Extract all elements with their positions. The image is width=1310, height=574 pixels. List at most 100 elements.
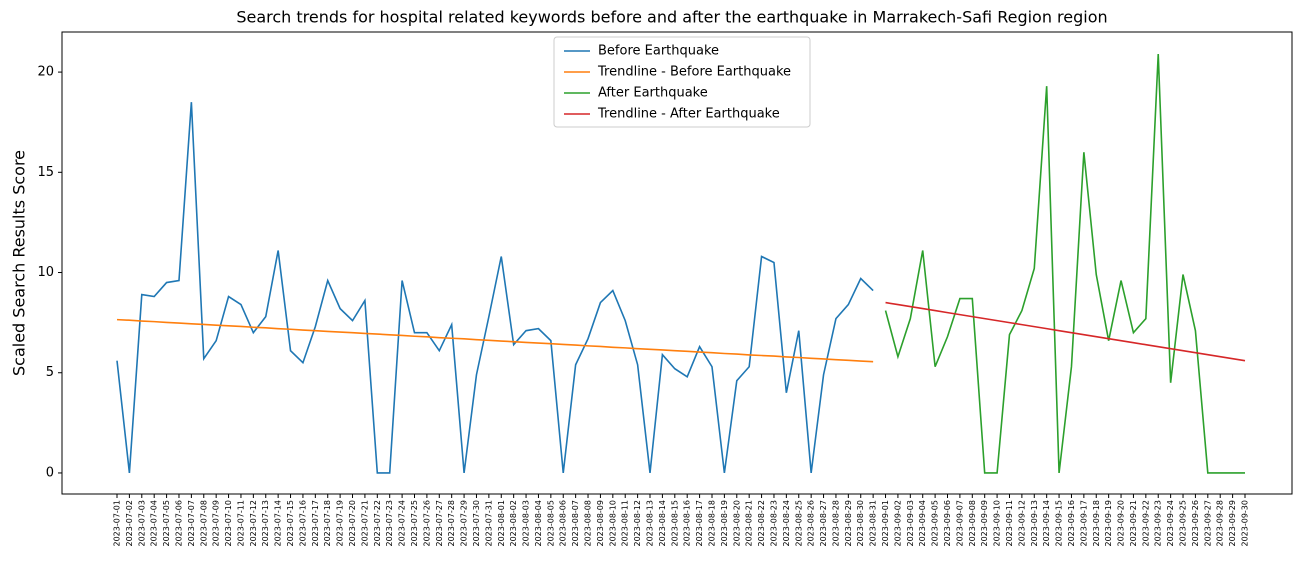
x-tick-label: 2023-09-12: [1017, 500, 1026, 547]
x-tick-label: 2023-07-06: [174, 500, 183, 547]
x-tick-label: 2023-07-18: [323, 500, 332, 547]
x-tick-label: 2023-07-24: [398, 500, 407, 547]
x-tick-label: 2023-09-02: [893, 500, 902, 547]
x-tick-label: 2023-07-26: [422, 500, 431, 547]
x-tick-label: 2023-08-15: [670, 500, 679, 547]
x-tick-label: 2023-08-04: [534, 500, 543, 547]
x-tick-label: 2023-09-25: [1179, 500, 1188, 547]
y-tick-label: 0: [46, 465, 54, 480]
x-tick-label: 2023-08-27: [819, 500, 828, 547]
x-tick-label: 2023-09-10: [993, 500, 1002, 547]
x-tick-label: 2023-09-19: [1104, 500, 1113, 547]
x-tick-label: 2023-08-10: [608, 500, 617, 547]
x-tick-label: 2023-09-14: [1042, 500, 1051, 547]
legend-label: After Earthquake: [598, 86, 708, 101]
x-tick-label: 2023-09-08: [968, 500, 977, 547]
x-tick-label: 2023-09-01: [881, 500, 890, 547]
x-tick-label: 2023-08-17: [695, 500, 704, 547]
x-tick-label: 2023-07-02: [125, 500, 134, 547]
x-tick-label: 2023-09-26: [1191, 500, 1200, 547]
x-tick-label: 2023-09-23: [1154, 500, 1163, 547]
x-tick-label: 2023-08-11: [621, 500, 630, 547]
x-tick-label: 2023-09-18: [1092, 500, 1101, 547]
x-tick-label: 2023-07-17: [311, 500, 320, 547]
x-tick-label: 2023-07-04: [150, 500, 159, 547]
x-tick-label: 2023-08-16: [683, 500, 692, 547]
y-axis-label: Scaled Search Results Score: [10, 150, 29, 376]
y-tick-label: 5: [46, 365, 54, 380]
x-tick-label: 2023-08-29: [844, 500, 853, 547]
x-tick-label: 2023-09-05: [931, 500, 940, 547]
series-line: [116, 102, 874, 474]
x-tick-label: 2023-07-29: [460, 500, 469, 547]
x-tick-label: 2023-07-01: [113, 500, 122, 547]
x-tick-label: 2023-07-28: [447, 500, 456, 547]
plot-frame: [61, 31, 1293, 495]
x-tick-label: 2023-09-29: [1228, 500, 1237, 547]
x-tick-label: 2023-09-17: [1079, 500, 1088, 547]
x-tick-label: 2023-08-03: [522, 500, 531, 547]
x-tick-label: 2023-09-06: [943, 500, 952, 547]
x-tick-label: 2023-08-24: [782, 500, 791, 547]
x-tick-label: 2023-09-09: [980, 500, 989, 547]
x-tick-label: 2023-08-30: [856, 500, 865, 547]
x-tick-label: 2023-07-19: [336, 500, 345, 547]
x-tick-label: 2023-09-30: [1241, 500, 1250, 547]
x-tick-label: 2023-08-22: [757, 500, 766, 547]
x-tick-label: 2023-08-20: [732, 500, 741, 547]
x-tick-label: 2023-08-14: [658, 500, 667, 547]
x-tick-label: 2023-09-21: [1129, 500, 1138, 547]
x-tick-label: 2023-09-07: [955, 500, 964, 547]
x-tick-label: 2023-07-03: [137, 500, 146, 547]
x-tick-label: 2023-07-20: [348, 500, 357, 547]
x-tick-label: 2023-08-26: [807, 500, 816, 547]
x-tick-label: 2023-09-27: [1203, 500, 1212, 547]
x-tick-label: 2023-08-05: [546, 500, 555, 547]
x-tick-label: 2023-08-12: [633, 500, 642, 547]
legend-label: Trendline - After Earthquake: [597, 107, 780, 122]
x-tick-label: 2023-08-31: [869, 500, 878, 547]
x-tick-label: 2023-07-15: [286, 500, 295, 547]
x-tick-label: 2023-07-12: [249, 500, 258, 547]
x-tick-label: 2023-08-21: [745, 500, 754, 547]
x-tick-label: 2023-07-27: [435, 500, 444, 547]
x-tick-label: 2023-08-02: [509, 500, 518, 547]
x-tick-label: 2023-08-09: [596, 500, 605, 547]
x-tick-label: 2023-07-09: [212, 500, 221, 547]
x-tick-label: 2023-08-19: [720, 500, 729, 547]
x-tick-label: 2023-07-11: [236, 500, 245, 547]
x-tick-label: 2023-07-16: [298, 500, 307, 547]
x-tick-label: 2023-07-14: [274, 500, 283, 547]
x-tick-label: 2023-08-13: [646, 500, 655, 547]
x-tick-label: 2023-09-24: [1166, 500, 1175, 547]
x-tick-label: 2023-09-20: [1117, 500, 1126, 547]
x-tick-label: 2023-07-08: [199, 500, 208, 547]
x-tick-label: 2023-09-28: [1216, 500, 1225, 547]
x-tick-label: 2023-07-31: [484, 500, 493, 547]
x-tick-label: 2023-08-08: [584, 500, 593, 547]
x-tick-label: 2023-07-25: [410, 500, 419, 547]
chart-title: Search trends for hospital related keywo…: [236, 8, 1107, 27]
series-line: [116, 318, 874, 363]
legend-label: Before Earthquake: [598, 44, 719, 59]
x-tick-label: 2023-09-03: [906, 500, 915, 547]
x-tick-label: 2023-07-30: [472, 500, 481, 547]
x-tick-label: 2023-08-01: [497, 500, 506, 547]
x-tick-label: 2023-07-22: [373, 500, 382, 547]
x-tick-label: 2023-07-07: [187, 500, 196, 547]
x-tick-label: 2023-08-18: [707, 500, 716, 547]
x-tick-label: 2023-09-22: [1141, 500, 1150, 547]
x-tick-label: 2023-09-11: [1005, 500, 1014, 547]
y-tick-label: 10: [37, 265, 54, 280]
x-tick-label: 2023-07-05: [162, 500, 171, 547]
x-tick-label: 2023-07-10: [224, 500, 233, 547]
series-line: [884, 54, 1245, 474]
x-tick-label: 2023-07-21: [360, 500, 369, 547]
x-tick-label: 2023-09-04: [918, 500, 927, 547]
x-tick-label: 2023-08-07: [571, 500, 580, 547]
x-tick-label: 2023-08-06: [559, 500, 568, 547]
x-tick-label: 2023-07-13: [261, 500, 270, 547]
y-tick-label: 15: [37, 165, 54, 180]
x-tick-label: 2023-09-15: [1055, 500, 1064, 547]
